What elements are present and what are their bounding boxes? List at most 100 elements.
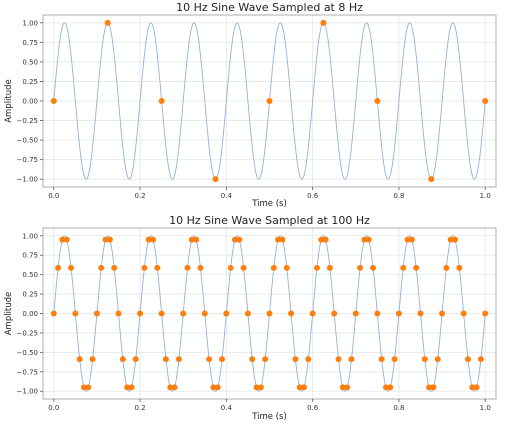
sample-point bbox=[434, 356, 441, 363]
chart-panel-top: 0.0 0.2 0.4 0.6 0.8 1.0 1.00 0.75 0.50 0.25 0.00 −0… bbox=[4, 1, 497, 209]
sample-point bbox=[288, 310, 295, 317]
y-axis-label: Amplitude bbox=[4, 292, 14, 336]
x-axis-label: Time (s) bbox=[251, 199, 287, 209]
sample-point bbox=[395, 310, 402, 317]
sample-point bbox=[212, 176, 219, 183]
sample-point bbox=[193, 236, 200, 243]
sample-point bbox=[244, 310, 251, 317]
chart-title: 10 Hz Sine Wave Sampled at 8 Hz bbox=[176, 1, 363, 14]
y-tick-label: −0.50 bbox=[17, 137, 38, 145]
sample-point bbox=[119, 356, 126, 363]
sample-point bbox=[162, 356, 169, 363]
sample-point bbox=[59, 236, 66, 243]
y-tick-label: 0.50 bbox=[22, 58, 38, 66]
sample-point bbox=[106, 236, 113, 243]
y-tick-label: 0.25 bbox=[22, 78, 38, 86]
sample-point bbox=[150, 236, 157, 243]
x-tick-label: 0.8 bbox=[393, 192, 404, 200]
sample-point bbox=[180, 310, 187, 317]
sample-point bbox=[249, 356, 256, 363]
sample-point bbox=[175, 356, 182, 363]
sample-point bbox=[76, 356, 83, 363]
sample-point bbox=[305, 356, 312, 363]
sample-point bbox=[214, 384, 221, 391]
sample-point bbox=[102, 236, 109, 243]
sample-point bbox=[80, 384, 87, 391]
sample-point bbox=[430, 384, 437, 391]
sample-point bbox=[421, 356, 428, 363]
sample-point bbox=[231, 236, 238, 243]
chart-title: 10 Hz Sine Wave Sampled at 100 Hz bbox=[169, 214, 370, 227]
x-tick-label: 0.4 bbox=[221, 192, 233, 200]
sample-point bbox=[482, 310, 489, 317]
sample-point bbox=[50, 310, 57, 317]
x-tick-label: 1.0 bbox=[480, 404, 491, 412]
sample-point bbox=[283, 264, 290, 271]
sample-point bbox=[469, 384, 476, 391]
sample-point bbox=[456, 264, 463, 271]
sample-point bbox=[236, 236, 243, 243]
y-tick-label: 1.00 bbox=[22, 19, 38, 27]
x-axis-label: Time (s) bbox=[251, 412, 287, 422]
sample-point bbox=[89, 356, 96, 363]
sample-point bbox=[158, 310, 165, 317]
y-tick-label: 0.50 bbox=[22, 271, 38, 279]
x-tick-label: 0.4 bbox=[221, 404, 233, 412]
sample-point bbox=[206, 356, 213, 363]
sample-point bbox=[447, 236, 454, 243]
sample-point bbox=[98, 264, 105, 271]
sample-point bbox=[335, 356, 342, 363]
sample-point bbox=[171, 384, 178, 391]
sample-point bbox=[296, 384, 303, 391]
sample-point bbox=[365, 236, 372, 243]
y-tick-label: −1.00 bbox=[17, 388, 38, 396]
sample-point bbox=[417, 310, 424, 317]
sample-point bbox=[460, 310, 467, 317]
y-tick-label: 0.00 bbox=[22, 98, 38, 106]
y-tick-label: −0.75 bbox=[17, 156, 38, 164]
sample-point bbox=[132, 356, 139, 363]
sample-point bbox=[266, 98, 273, 104]
sample-point bbox=[72, 310, 79, 317]
sample-point bbox=[443, 264, 450, 271]
sample-point bbox=[452, 236, 459, 243]
sample-point bbox=[262, 356, 269, 363]
sample-point bbox=[374, 98, 381, 104]
sample-point bbox=[292, 356, 299, 363]
sample-point bbox=[413, 264, 420, 271]
sample-points bbox=[50, 19, 489, 183]
sample-point bbox=[374, 310, 381, 317]
sample-point bbox=[326, 264, 333, 271]
y-axis-label: Amplitude bbox=[4, 79, 14, 123]
x-tick-label: 0.6 bbox=[307, 192, 319, 200]
sample-point bbox=[63, 236, 70, 243]
sample-point bbox=[400, 264, 407, 271]
sample-point bbox=[464, 356, 471, 363]
sample-point bbox=[167, 384, 174, 391]
y-tick-label: −0.25 bbox=[17, 117, 38, 125]
sample-point bbox=[154, 264, 161, 271]
sample-point bbox=[279, 236, 286, 243]
sample-point bbox=[301, 384, 308, 391]
sample-point bbox=[439, 310, 446, 317]
sample-point bbox=[339, 384, 346, 391]
sample-point bbox=[426, 384, 433, 391]
sample-point bbox=[370, 264, 377, 271]
sample-point bbox=[331, 310, 338, 317]
sample-point bbox=[201, 310, 208, 317]
sample-point bbox=[344, 384, 351, 391]
sample-point bbox=[104, 19, 111, 26]
sample-point bbox=[309, 310, 316, 317]
sample-point bbox=[352, 310, 359, 317]
sample-point bbox=[184, 264, 191, 271]
sample-point bbox=[85, 384, 92, 391]
sample-point bbox=[473, 384, 480, 391]
x-tick-label: 0.6 bbox=[307, 404, 319, 412]
chart-panel-bottom: 0.0 0.2 0.4 0.6 0.8 1.0 1.00 0.75 0.50 0.25 0.00 −0… bbox=[4, 214, 497, 422]
sample-point bbox=[387, 384, 394, 391]
sample-point bbox=[361, 236, 368, 243]
x-tick-label: 0.2 bbox=[135, 192, 146, 200]
x-tick-label: 0.8 bbox=[393, 404, 404, 412]
y-tick-label: 0.00 bbox=[22, 310, 38, 318]
